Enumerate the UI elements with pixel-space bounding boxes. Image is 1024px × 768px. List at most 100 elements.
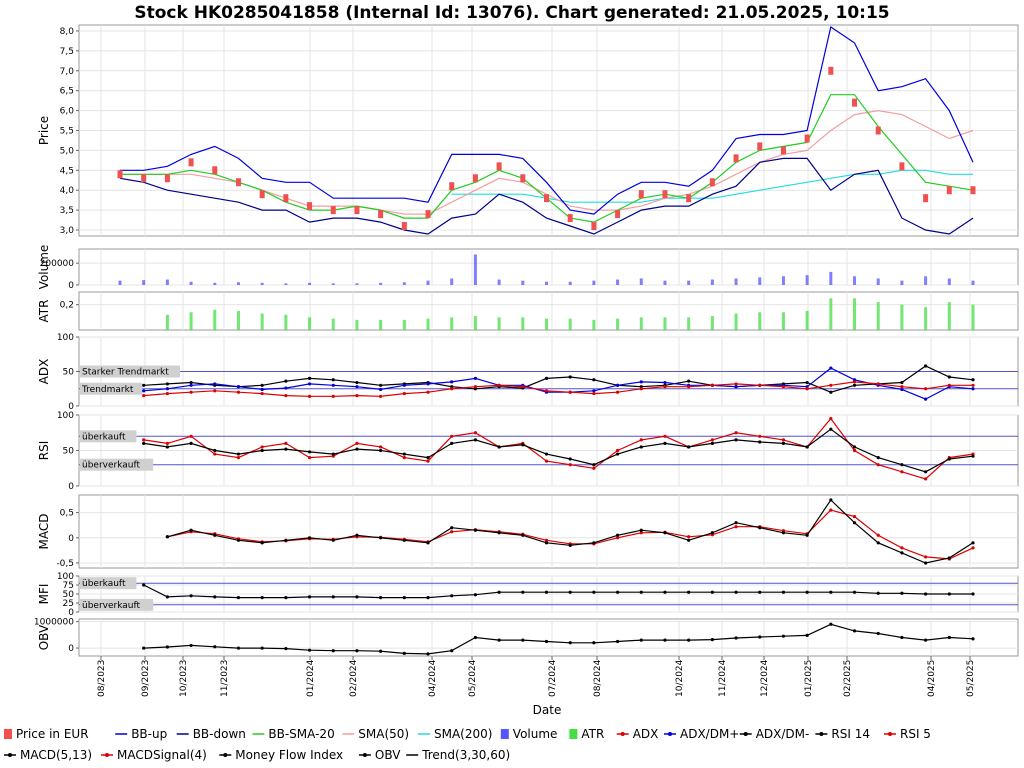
point-rsi-5-14: [450, 434, 454, 438]
ytick-label-adx-2: 100: [57, 333, 74, 343]
point-rsi-14-3: [189, 441, 193, 445]
ytick-label-rsi-0: 0: [68, 482, 74, 492]
point-macd-5-13-4: [213, 533, 217, 537]
legend-swatch-volume: [500, 729, 509, 739]
y-axis-label-mfi: MFI: [37, 584, 51, 605]
point-money-flow-index-3: [189, 594, 193, 598]
point-adx-dm-9: [331, 383, 335, 387]
point-obv-28: [781, 634, 786, 638]
point-rsi-5-26: [734, 431, 738, 435]
point-adx-dm-6: [260, 383, 264, 387]
legend-item-volume: Volume: [500, 727, 557, 741]
legend-marker-macd-5-13: [8, 753, 12, 757]
point-adx-1: [142, 394, 146, 398]
point-money-flow-index-16: [497, 590, 501, 594]
bar-atr-26: [734, 313, 738, 330]
point-obv-16: [497, 638, 501, 642]
bar-volume-13: [426, 280, 430, 285]
candle-price-in-eur-30: [828, 66, 834, 75]
point-macdsignal-4-18: [544, 538, 549, 542]
point-obv-12: [402, 651, 406, 655]
point-rsi-14-20: [592, 463, 596, 467]
point-macd-5-13-7: [284, 538, 288, 542]
point-rsi-14-27: [758, 440, 762, 444]
point-macd-5-13-32: [876, 541, 880, 545]
bar-volume-14: [450, 278, 454, 285]
point-money-flow-index-2: [165, 595, 169, 599]
point-macd-5-13-35: [947, 556, 951, 560]
candle-price-in-eur-12: [401, 222, 407, 231]
ytick-label-price-9: 7,5: [60, 47, 74, 57]
point-obv-20: [592, 641, 596, 645]
point-money-flow-index-9: [331, 595, 335, 599]
bar-atr-16: [497, 317, 501, 330]
y-axis-label-price: Price: [37, 116, 51, 145]
point-adx-dm-22: [639, 380, 643, 384]
point-macd-5-13-34: [924, 561, 928, 565]
point-obv-14: [450, 649, 454, 653]
point-rsi-5-22: [639, 438, 643, 442]
legend-swatch-price-in-eur: [4, 729, 12, 739]
point-adx-dm-11: [379, 383, 383, 387]
point-rsi-5-21: [615, 448, 620, 453]
candle-price-in-eur-3: [188, 158, 194, 167]
bar-atr-29: [805, 311, 809, 330]
point-macd-5-13-9: [331, 538, 335, 542]
point-rsi-5-32: [876, 463, 880, 467]
point-rsi-5-1: [142, 438, 146, 442]
bar-volume-6: [260, 282, 264, 285]
point-macdsignal-4-24: [687, 535, 691, 539]
point-adx-16: [497, 383, 501, 387]
point-adx-27: [758, 383, 762, 387]
point-obv-19: [568, 641, 572, 645]
point-adx-dm-1: [142, 383, 146, 387]
point-obv-35: [947, 635, 951, 640]
bar-volume-12: [402, 282, 406, 285]
bar-atr-36: [971, 304, 975, 330]
point-rsi-14-16: [497, 445, 501, 449]
ytick-label-rsi-2: 100: [57, 411, 74, 421]
bar-volume-28: [781, 276, 785, 285]
point-macd-5-13-20: [592, 541, 596, 545]
point-adx-dm-23: [663, 380, 667, 385]
point-adx-24: [687, 385, 691, 389]
point-macdsignal-4-26: [734, 525, 738, 529]
legend-item-macdsignal-4: MACDSignal(4): [101, 748, 207, 762]
point-macd-5-13-23: [663, 531, 667, 535]
point-adx-13: [426, 390, 430, 394]
point-obv-34: [924, 638, 928, 642]
candle-price-in-eur-23: [662, 190, 668, 199]
candle-price-in-eur-36: [970, 186, 976, 195]
ytick-label-atr-0: 0,2: [60, 301, 74, 311]
point-obv-31: [852, 629, 857, 633]
legend-marker-rsi-14: [819, 732, 824, 736]
candle-price-in-eur-27: [757, 142, 763, 151]
bar-atr-6: [260, 313, 264, 330]
candle-price-in-eur-0: [117, 170, 123, 179]
point-macd-5-13-29: [805, 533, 809, 537]
xtick-label-14: 02/2025: [843, 660, 853, 697]
point-adx-dm-5: [236, 385, 241, 389]
point-rsi-14-7: [284, 447, 288, 451]
bar-volume-25: [710, 279, 714, 285]
point-obv-10: [355, 649, 359, 653]
xtick-label-7: 05/2024: [468, 659, 478, 697]
point-rsi-5-25: [710, 438, 714, 442]
point-adx-14: [450, 387, 454, 391]
zone-label-bg-mfi-1: [80, 598, 154, 611]
bar-atr-30: [829, 298, 833, 330]
bar-volume-24: [687, 280, 691, 285]
point-adx-32: [876, 382, 880, 386]
zone-label-bg-rsi-0: [80, 430, 137, 443]
series-adx-dm-line: [143, 367, 974, 400]
point-adx-dm-31: [852, 383, 857, 387]
bar-volume-30: [829, 271, 833, 285]
point-rsi-14-9: [331, 452, 335, 456]
bar-atr-34: [924, 307, 928, 330]
bar-atr-10: [355, 319, 359, 330]
bar-volume-17: [521, 280, 525, 285]
point-obv-1: [142, 646, 146, 650]
point-rsi-5-6: [260, 445, 264, 449]
point-rsi-5-23: [663, 434, 667, 438]
point-macd-5-13-15: [473, 528, 478, 532]
